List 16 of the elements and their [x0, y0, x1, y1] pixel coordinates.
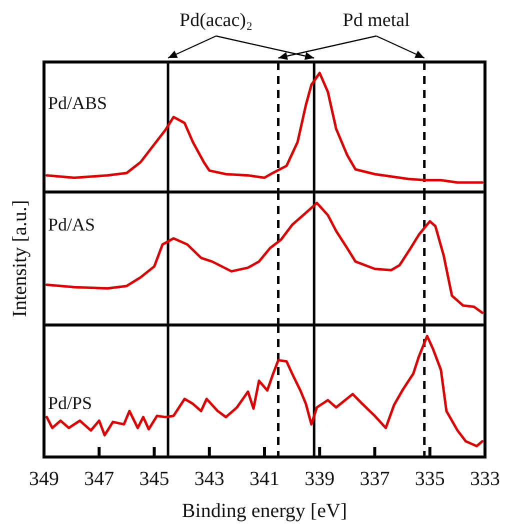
x-tick-label: 339: [304, 468, 335, 490]
y-axis-title: Intensity [a.u.]: [9, 200, 31, 318]
x-tick-label: 337: [360, 468, 390, 490]
x-tick-label: 335: [414, 468, 445, 490]
x-tick-label: 341: [250, 468, 280, 490]
x-tick-label: 347: [84, 468, 114, 490]
x-axis-title: Binding energy [eV]: [182, 500, 348, 522]
text: Pd metal: [342, 10, 410, 31]
x-tick-label: 343: [194, 468, 224, 490]
text: Pd(acac)₂: [180, 10, 253, 31]
x-tick-label: 345: [139, 468, 170, 490]
x-tick-label: 349: [29, 468, 59, 490]
x-tick-label: 333: [470, 468, 500, 490]
text: Pd/AS: [48, 214, 96, 234]
series-label: Pd/PS: [48, 393, 92, 414]
text: Pd/ABS: [48, 93, 108, 114]
